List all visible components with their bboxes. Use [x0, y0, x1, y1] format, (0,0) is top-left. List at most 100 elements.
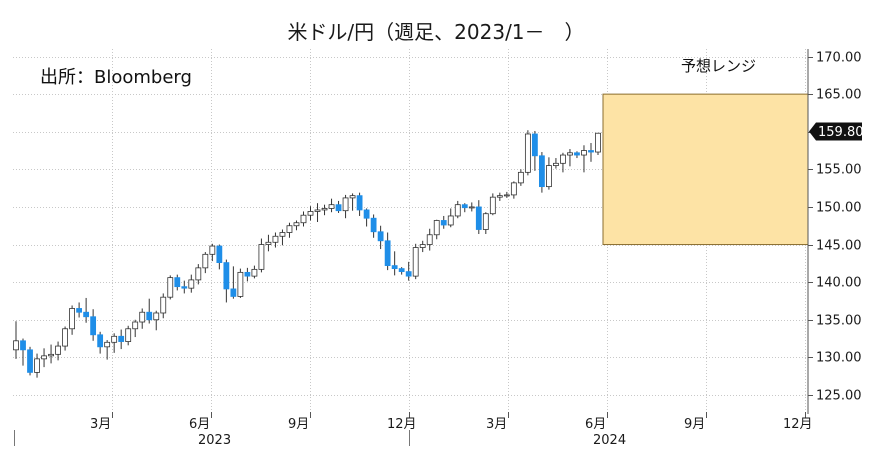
- candle-body: [370, 217, 377, 233]
- source-label: 出所：Bloomberg: [40, 67, 192, 88]
- candle-body: [468, 206, 475, 209]
- candle-body: [279, 232, 286, 237]
- candle: [447, 208, 454, 228]
- candle: [539, 152, 545, 193]
- candle-body: [13, 340, 19, 351]
- candle: [419, 240, 426, 253]
- candle: [335, 200, 342, 213]
- candle: [153, 310, 160, 331]
- candle: [405, 261, 412, 281]
- candle: [125, 325, 132, 346]
- candle-body: [90, 316, 97, 336]
- candle: [328, 198, 335, 213]
- candle: [384, 232, 391, 271]
- candle-body: [195, 267, 202, 281]
- candle-body: [398, 268, 405, 273]
- candle: [517, 169, 524, 186]
- candle: [588, 143, 594, 162]
- candle: [160, 293, 167, 319]
- candle: [34, 353, 40, 378]
- candle: [97, 331, 104, 354]
- candle-body: [482, 213, 489, 230]
- candle: [595, 132, 601, 156]
- y-tick-label: 150.00: [816, 201, 862, 216]
- candle: [461, 203, 468, 213]
- candle-body: [104, 341, 111, 348]
- candle-body: [412, 247, 419, 277]
- candle: [195, 264, 202, 285]
- candle-body: [531, 133, 538, 157]
- candle-body: [27, 349, 33, 373]
- candle: [475, 200, 482, 235]
- candle-body: [384, 240, 391, 267]
- candle: [279, 229, 286, 246]
- candle: [20, 338, 26, 366]
- candle: [251, 265, 258, 279]
- candle-body: [567, 152, 573, 156]
- candle: [83, 297, 90, 323]
- candle: [342, 194, 349, 219]
- y-tick-label: 140.00: [816, 276, 862, 291]
- candle-body: [461, 204, 468, 209]
- candle-body: [286, 225, 293, 233]
- candle-body: [539, 155, 545, 188]
- candle-body: [76, 308, 83, 313]
- candle-body: [83, 311, 90, 318]
- candle: [27, 346, 33, 376]
- candle: [69, 305, 75, 335]
- y-tick-label: 125.00: [816, 389, 862, 404]
- candle: [574, 151, 580, 159]
- candle: [167, 275, 174, 300]
- candle: [503, 191, 510, 198]
- candle-body: [209, 245, 216, 255]
- candle-body: [588, 150, 594, 153]
- candle: [349, 193, 356, 211]
- x-axis: 3月 6月 9月 12月 3月 6月 9月 12月 2023 2024: [14, 412, 813, 448]
- candle: [510, 181, 517, 199]
- candle-body: [300, 214, 307, 224]
- candle: [433, 219, 440, 240]
- candle-body: [454, 204, 461, 217]
- year-label: 2023: [198, 433, 231, 448]
- y-tick-label: 135.00: [816, 314, 862, 329]
- candle-body: [510, 182, 517, 196]
- candle: [237, 268, 244, 298]
- candle: [356, 192, 363, 216]
- candle: [370, 214, 377, 238]
- y-tick-label: 170.00: [816, 51, 862, 66]
- candle-body: [440, 220, 447, 226]
- candle-body: [496, 195, 503, 198]
- candle-body: [349, 195, 356, 199]
- candle-body: [574, 152, 580, 156]
- x-tick-label: 6月: [585, 417, 606, 432]
- candle: [216, 244, 223, 270]
- candle: [489, 193, 496, 216]
- candle: [440, 215, 447, 229]
- candle-body: [20, 340, 26, 351]
- candle-body: [258, 244, 265, 270]
- candle-body: [244, 271, 251, 277]
- candle: [307, 206, 314, 221]
- candle: [454, 200, 461, 219]
- candle-body: [503, 194, 510, 197]
- candle: [223, 259, 230, 303]
- candle-body: [419, 244, 426, 248]
- candle: [55, 341, 61, 361]
- candle-body: [181, 286, 188, 289]
- year-label: 2024: [593, 433, 626, 448]
- candles: [13, 130, 601, 378]
- candle-body: [307, 211, 314, 216]
- y-tick-label: 145.00: [816, 239, 862, 254]
- candle-body: [41, 355, 47, 360]
- candle: [377, 225, 384, 250]
- candle: [146, 298, 153, 324]
- candle-body: [69, 308, 75, 330]
- x-tick-label: 12月: [387, 417, 417, 432]
- candle-body: [321, 208, 328, 211]
- candle-body: [391, 265, 398, 270]
- candle-body: [34, 358, 40, 373]
- candle: [265, 234, 272, 252]
- candle-body: [328, 204, 335, 209]
- candle-body: [223, 262, 230, 290]
